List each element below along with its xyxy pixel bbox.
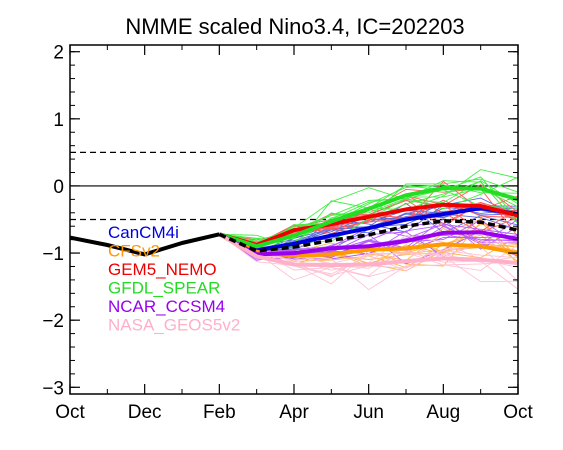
model-mean-line-0 bbox=[218, 206, 518, 253]
legend-label-5: NASA_GEOS5v2 bbox=[108, 316, 240, 335]
y-tick-label-5: −3 bbox=[42, 378, 64, 399]
legend-label-1: CFSv2 bbox=[108, 242, 160, 261]
x-tick-label-3: Apr bbox=[279, 402, 309, 423]
legend-label-4: NCAR_CCSM4 bbox=[108, 297, 225, 316]
model-mean-line-4 bbox=[218, 230, 518, 257]
observed-line bbox=[69, 232, 220, 257]
legend-label-0: CanCM4i bbox=[108, 223, 179, 242]
y-tick-label-0: 2 bbox=[53, 43, 64, 64]
y-tick-label-4: −2 bbox=[42, 311, 64, 332]
model-mean-line-3 bbox=[218, 186, 518, 249]
y-tick-label-2: 0 bbox=[53, 177, 64, 198]
x-tick-label-1: Dec bbox=[128, 402, 162, 423]
y-tick-label-3: −1 bbox=[42, 244, 64, 265]
x-tick-label-5: Aug bbox=[426, 402, 460, 423]
model-mean-line-2 bbox=[218, 202, 518, 247]
chart-title: NMME scaled Nino3.4, IC=202203 bbox=[125, 14, 464, 39]
x-tick-label-4: Jun bbox=[353, 402, 384, 423]
plot-area: CanCM4iCFSv2GEM5_NEMOGFDL_SPEARNCAR_CCSM… bbox=[42, 43, 533, 423]
x-tick-label-0: Oct bbox=[55, 402, 85, 423]
legend-label-3: GFDL_SPEAR bbox=[108, 279, 220, 298]
ensemble-mean-line bbox=[218, 219, 519, 253]
x-tick-label-6: Oct bbox=[503, 402, 533, 423]
legend-label-2: GEM5_NEMO bbox=[108, 260, 217, 279]
x-tick-label-2: Feb bbox=[203, 402, 236, 423]
model-mean-line-5 bbox=[218, 232, 518, 268]
y-tick-label-1: 1 bbox=[53, 110, 64, 131]
